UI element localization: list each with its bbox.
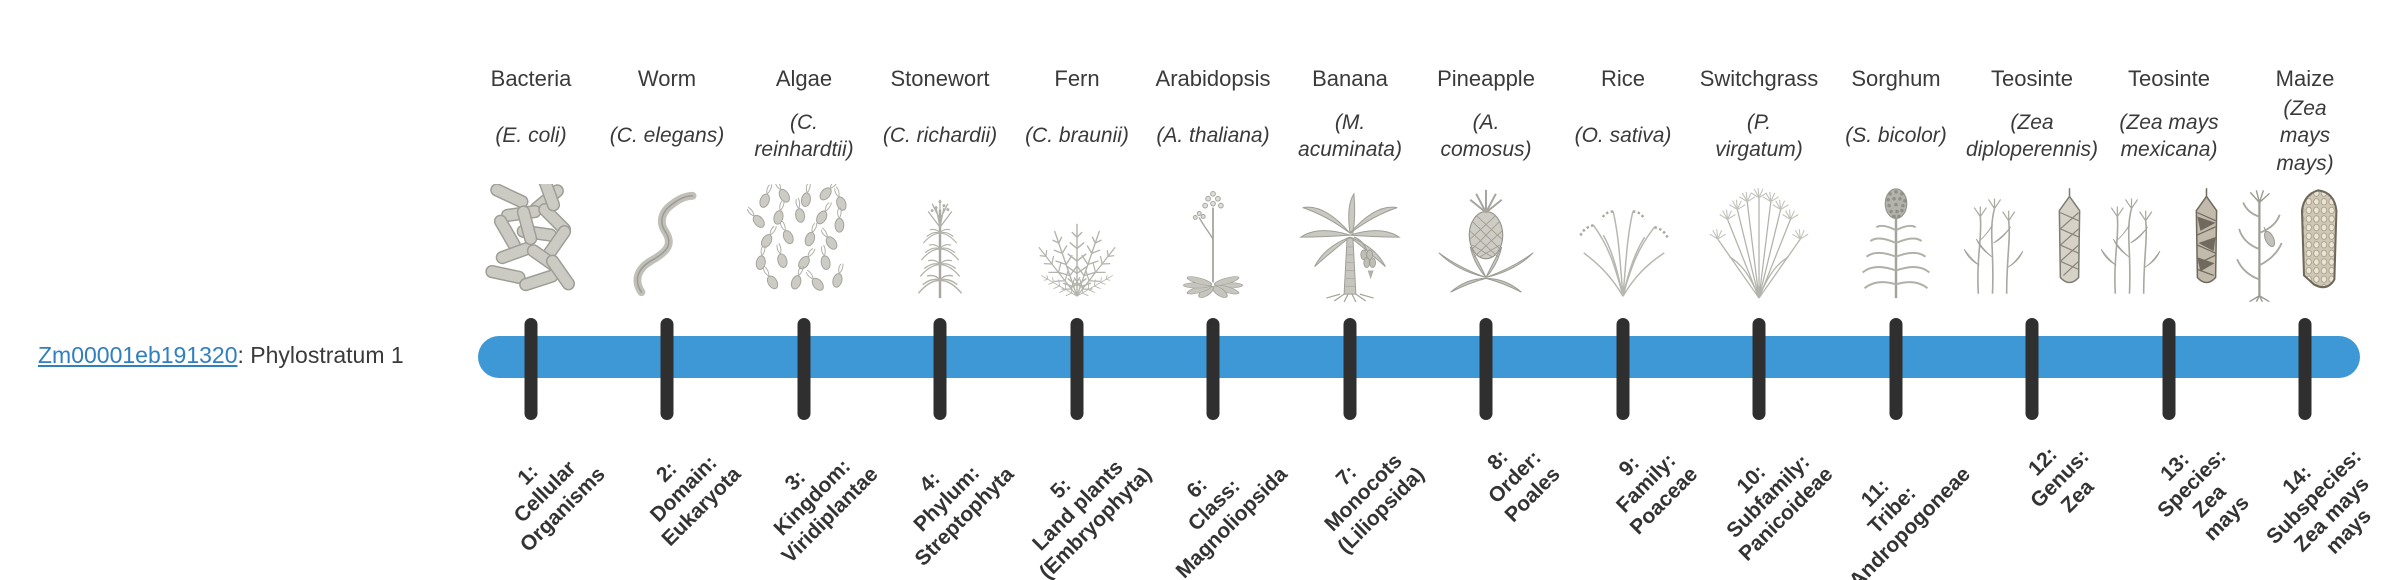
- organism-scientific-name: (A. comosus): [1440, 110, 1532, 161]
- organism-scientific-name: (O. sativa): [1574, 124, 1672, 148]
- organism-common-name: Worm: [637, 66, 697, 91]
- tick-mark: [660, 318, 674, 420]
- organism-common-name: Rice: [1600, 66, 1646, 91]
- organism-illustration: [1018, 176, 1136, 302]
- rice-icon: [1564, 184, 1682, 302]
- organism-common-name: Switchgrass: [1699, 66, 1819, 91]
- organism-illustration: [1956, 176, 2108, 302]
- organism-common-name: Banana: [1312, 66, 1388, 91]
- organism-illustration: [472, 176, 590, 302]
- organism-illustration: [2229, 176, 2381, 302]
- tick-mark: [1479, 318, 1493, 420]
- stratum-label: 4: Phylum: Streptophyta: [910, 461, 1019, 571]
- stratum-label: 8: Order: Poales: [1483, 445, 1565, 527]
- organism-illustration: [2093, 176, 2245, 302]
- stratum-label: 6: Class: Magnoliopsida: [1171, 462, 1292, 580]
- gene-label: Zm00001eb191320: Phylostratum 1: [38, 340, 404, 370]
- organism-common-name: Fern: [1054, 66, 1100, 91]
- sorghum-icon: [1837, 184, 1955, 302]
- pineapple-icon: [1427, 184, 1545, 302]
- maize-icon: [2229, 180, 2381, 302]
- organism-scientific-name: (Zea mays mexicana): [2119, 110, 2219, 161]
- organism-illustration: [1837, 176, 1955, 302]
- organism-illustration: [1291, 176, 1409, 302]
- timeline-bar: [478, 336, 2360, 378]
- worm-icon: [608, 184, 726, 302]
- organism-illustration: [1564, 176, 1682, 302]
- tick-mark: [1616, 318, 1630, 420]
- organism-common-name: Algae: [775, 66, 833, 91]
- algae-icon: [745, 184, 863, 302]
- stratum-label: 3: Kingdom: Viridiplantae: [770, 455, 883, 568]
- tick-mark: [1070, 318, 1084, 420]
- organism-common-name: Maize: [2275, 66, 2335, 91]
- organism-common-name: Teosinte: [2128, 66, 2210, 91]
- stratum-label: 1: Cellular Organisms: [510, 456, 610, 557]
- stratum-label: 2: Domain: Eukaryota: [646, 451, 746, 551]
- organism-common-name: Arabidopsis: [1155, 66, 1271, 91]
- stratum-label: 13: Species: Zea mays: [2153, 445, 2254, 546]
- tick-mark: [933, 318, 947, 420]
- organism-scientific-name: (C. braunii): [1025, 124, 1129, 148]
- switchgrass-icon: [1700, 184, 1818, 302]
- banana-icon: [1291, 184, 1409, 302]
- organism-common-name: Bacteria: [490, 66, 572, 91]
- organism-illustration: [608, 176, 726, 302]
- teosinte-diploperennis-icon: [1956, 180, 2108, 302]
- tick-mark: [1752, 318, 1766, 420]
- organism-common-name: Sorghum: [1851, 66, 1941, 91]
- organism-illustration: [1700, 176, 1818, 302]
- stratum-label: 11: Tribe: Andropogoneae: [1844, 462, 1975, 580]
- arabidopsis-icon: [1154, 184, 1272, 302]
- organism-scientific-name: (Zea diploperennis): [1966, 110, 2098, 161]
- bacteria-icon: [472, 184, 590, 302]
- stratum-label: 5: Land plants (Embryophyta): [1028, 455, 1156, 580]
- tick-mark: [2162, 318, 2176, 420]
- organism-scientific-name: (Zea mays mays): [2276, 97, 2334, 175]
- stratum-label: 14: Subspecies: Zea mays mays: [2262, 445, 2377, 559]
- organism-scientific-name: (A. thaliana): [1156, 124, 1270, 148]
- organism-scientific-name: (C. elegans): [609, 124, 725, 148]
- tick-mark: [797, 318, 811, 420]
- stratum-label: 7: Monocots (Liliopsida): [1320, 449, 1429, 558]
- stonewort-icon: [881, 184, 999, 302]
- organism-common-name: Teosinte: [1991, 66, 2073, 91]
- organism-illustration: [745, 176, 863, 302]
- organism-scientific-name: (M. acuminata): [1298, 110, 1402, 161]
- organism-illustration: [1154, 176, 1272, 302]
- tick-mark: [1889, 318, 1903, 420]
- stratum-label: 12: Genus: Zea: [2023, 442, 2098, 518]
- tick-mark: [2298, 318, 2312, 420]
- organism-illustration: [1427, 176, 1545, 302]
- tick-mark: [1343, 318, 1357, 420]
- organism-scientific-name: (C. reinhardtii): [754, 110, 854, 161]
- organism-scientific-name: (C. richardii): [882, 124, 998, 148]
- tick-mark: [2025, 318, 2039, 420]
- organism-scientific-name: (P. virgatum): [1715, 110, 1803, 161]
- gene-id-link[interactable]: Zm00001eb191320: [38, 342, 238, 368]
- organism-illustration: [881, 176, 999, 302]
- organism-common-name: Pineapple: [1437, 66, 1535, 91]
- tick-mark: [1206, 318, 1220, 420]
- teosinte-mexicana-icon: [2093, 180, 2245, 302]
- stratum-label: 9: Family: Poaceae: [1612, 449, 1702, 539]
- organism-common-name: Stonewort: [890, 66, 990, 91]
- organism-scientific-name: (S. bicolor): [1845, 124, 1947, 148]
- fern-icon: [1018, 184, 1136, 302]
- tick-mark: [524, 318, 538, 420]
- gene-stratum-text: : Phylostratum 1: [237, 342, 404, 368]
- organism-scientific-name: (E. coli): [495, 124, 567, 148]
